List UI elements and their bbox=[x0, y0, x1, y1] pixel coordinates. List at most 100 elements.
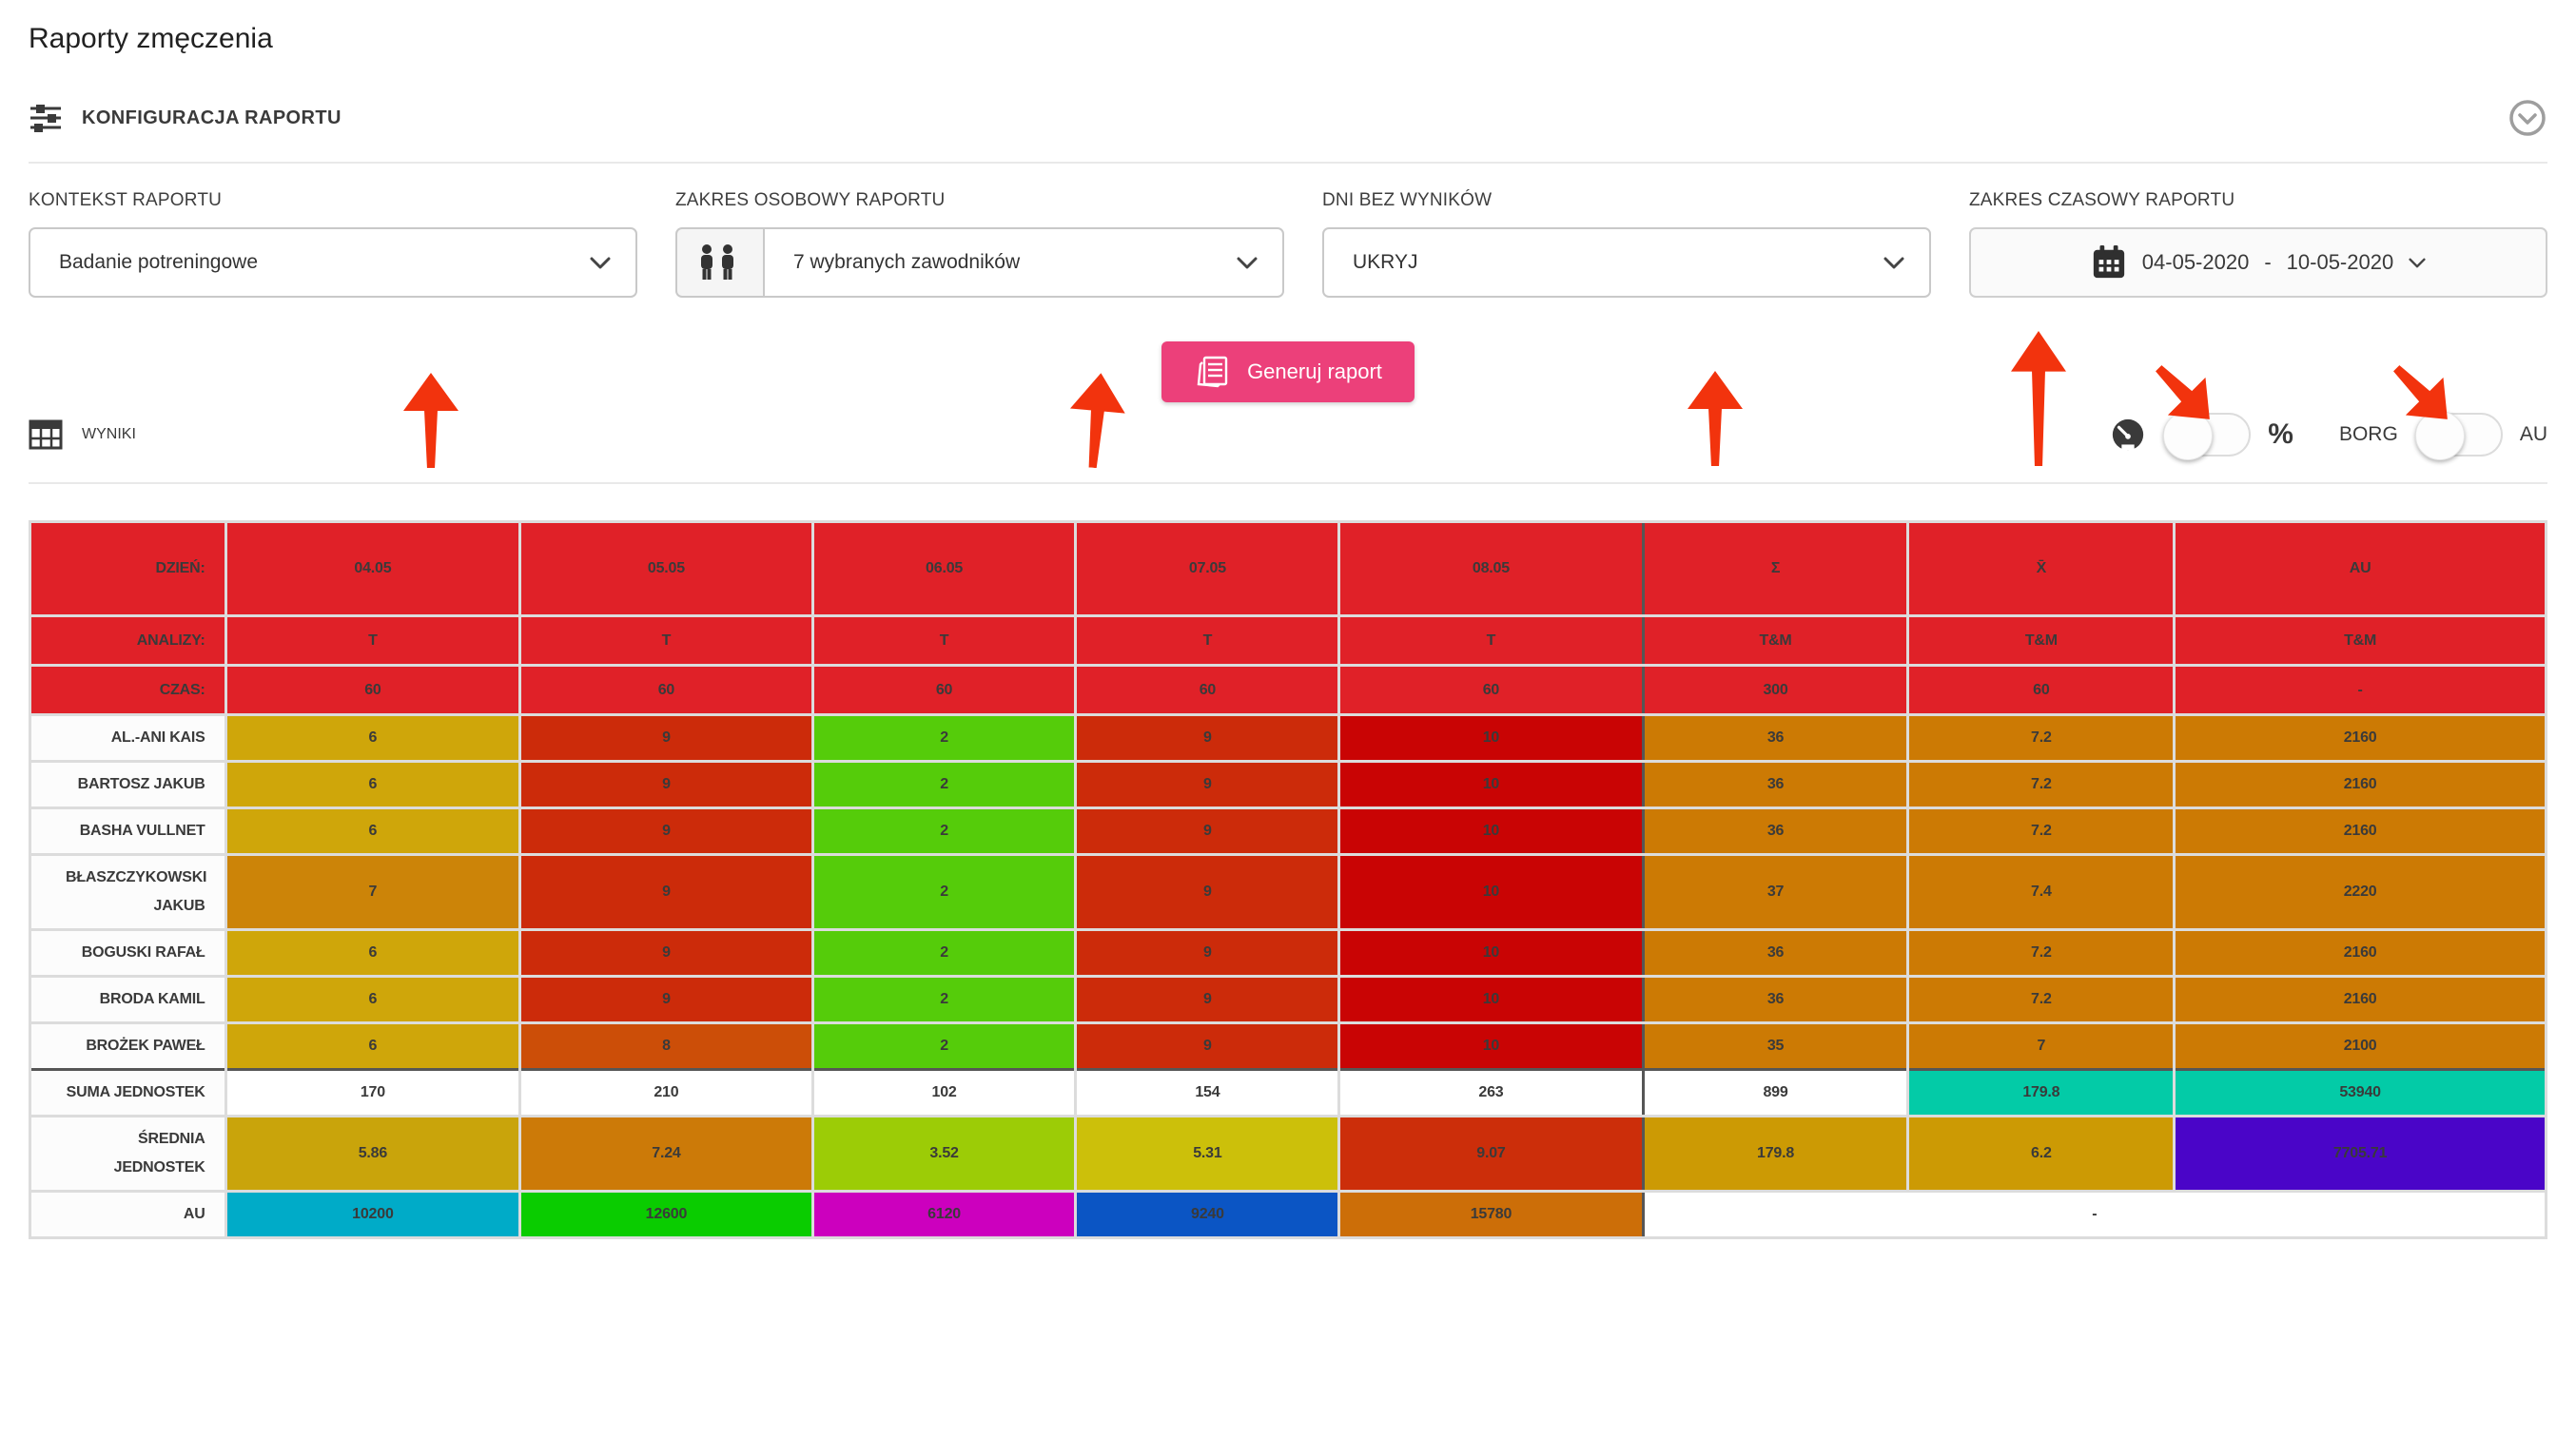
report-context-select[interactable]: Badanie potreningowe bbox=[29, 227, 637, 298]
value-cell: 2160 bbox=[2176, 978, 2545, 1021]
date-range-picker[interactable]: 04-05-2020 - 10-05-2020 bbox=[1969, 227, 2547, 298]
personal-scope-select[interactable]: 7 wybranych zawodników bbox=[763, 227, 1284, 298]
header-cell: 60 bbox=[521, 667, 811, 713]
value-cell: 6 bbox=[226, 809, 519, 853]
header-cell: T bbox=[1077, 617, 1338, 664]
summary-cell: 15780 bbox=[1340, 1193, 1642, 1236]
header-cell: T bbox=[813, 617, 1075, 664]
value-cell: 2160 bbox=[2176, 763, 2545, 806]
value-cell: 9 bbox=[521, 856, 811, 928]
header-cell: - bbox=[2176, 667, 2545, 713]
borg-au-toggle[interactable] bbox=[2414, 411, 2503, 460]
value-cell: 6 bbox=[226, 931, 519, 975]
header-cell: 04.05 bbox=[226, 523, 519, 614]
value-cell: 6 bbox=[226, 763, 519, 806]
value-cell: 10 bbox=[1340, 978, 1642, 1021]
header-cell: 07.05 bbox=[1077, 523, 1338, 614]
toggle-knob bbox=[2163, 411, 2214, 460]
value-cell: 6 bbox=[226, 1024, 519, 1068]
summary-cell: 154 bbox=[1077, 1071, 1338, 1115]
chevron-down-icon bbox=[2409, 258, 2426, 268]
value-cell: 9 bbox=[1077, 763, 1338, 806]
value-cell: 2100 bbox=[2176, 1024, 2545, 1068]
value-cell: 10 bbox=[1340, 856, 1642, 928]
player-name: BARTOSZ JAKUB bbox=[31, 763, 224, 806]
field-label: DNI BEZ WYNIKÓW bbox=[1322, 190, 1493, 210]
value-cell: 7.2 bbox=[1909, 716, 2174, 760]
value-cell: 2 bbox=[813, 978, 1075, 1021]
value-cell: 2 bbox=[813, 856, 1075, 928]
field-time-range: ZAKRES CZASOWY RAPORTU 04-05-2020 - 10-0… bbox=[1969, 190, 2547, 298]
value-cell: 7 bbox=[1909, 1024, 2174, 1068]
calendar-icon bbox=[2091, 244, 2127, 281]
player-name: AL.-ANI KAIS bbox=[31, 716, 224, 760]
config-section-title: KONFIGURACJA RAPORTU bbox=[82, 107, 342, 128]
chevron-down-icon bbox=[1237, 257, 1258, 269]
value-cell: 9 bbox=[1077, 856, 1338, 928]
header-row-dzien: DZIEŃ: 04.05 05.05 06.05 07.05 08.05 Σ X̄ AU bbox=[31, 523, 2545, 614]
value-cell: 9 bbox=[521, 716, 811, 760]
summary-label: ŚREDNIA JEDNOSTEK bbox=[31, 1117, 224, 1190]
summary-cell: 12600 bbox=[521, 1193, 811, 1236]
value-cell: 9 bbox=[1077, 716, 1338, 760]
player-name: BASHA VULLNET bbox=[31, 809, 224, 853]
toggle-knob bbox=[2414, 411, 2465, 460]
field-empty-days: DNI BEZ WYNIKÓW UKRYJ bbox=[1322, 190, 1931, 298]
value-cell: 36 bbox=[1644, 978, 1907, 1021]
au-label: AU bbox=[2519, 423, 2547, 445]
summary-cell: 9.07 bbox=[1340, 1117, 1642, 1190]
value-cell: 2 bbox=[813, 1024, 1075, 1068]
value-cell: 2160 bbox=[2176, 931, 2545, 975]
summary-cell: 263 bbox=[1340, 1071, 1642, 1115]
chevron-down-icon bbox=[1883, 257, 1904, 269]
value-cell: 36 bbox=[1644, 809, 1907, 853]
value-cell: 2 bbox=[813, 716, 1075, 760]
header-cell: 300 bbox=[1644, 667, 1907, 713]
value-cell: 36 bbox=[1644, 763, 1907, 806]
summary-cell: 53940 bbox=[2176, 1071, 2545, 1115]
selected-value: 7 wybranych zawodników bbox=[793, 251, 1021, 273]
value-cell: 10 bbox=[1340, 809, 1642, 853]
empty-days-select[interactable]: UKRYJ bbox=[1322, 227, 1931, 298]
value-cell: 7 bbox=[226, 856, 519, 928]
field-label: KONTEKST RAPORTU bbox=[29, 190, 223, 210]
summary-cell: 179.8 bbox=[1644, 1117, 1907, 1190]
color-scale-toggle[interactable] bbox=[2163, 411, 2252, 460]
summary-cell: - bbox=[1644, 1193, 2545, 1236]
header-cell: T bbox=[226, 617, 519, 664]
value-cell: 7.2 bbox=[1909, 809, 2174, 853]
summary-cell: 5.31 bbox=[1077, 1117, 1338, 1190]
date-to: 10-05-2020 bbox=[2286, 250, 2394, 274]
value-cell: 9 bbox=[1077, 978, 1338, 1021]
row-label: ANALIZY: bbox=[31, 617, 224, 664]
summary-cell: 102 bbox=[813, 1071, 1075, 1115]
player-row: BRODA KAMIL 6 9 2 9 10 36 7.2 2160 bbox=[31, 978, 2545, 1021]
header-cell: Σ bbox=[1644, 523, 1907, 614]
generate-report-button[interactable]: Generuj raport bbox=[1161, 341, 1415, 402]
summary-cell: 179.8 bbox=[1909, 1071, 2174, 1115]
summary-cell: 7705.71 bbox=[2176, 1117, 2545, 1190]
summary-label: AU bbox=[31, 1193, 224, 1236]
summary-cell: 210 bbox=[521, 1071, 811, 1115]
player-name: BROŻEK PAWEŁ bbox=[31, 1024, 224, 1068]
value-cell: 9 bbox=[1077, 1024, 1338, 1068]
header-cell: T&M bbox=[1909, 617, 2174, 664]
chevron-down-circle-icon[interactable] bbox=[2508, 98, 2547, 138]
results-table: DZIEŃ: 04.05 05.05 06.05 07.05 08.05 Σ X̄ AU ANAL… bbox=[29, 520, 2547, 1239]
summary-row-suma: SUMA JEDNOSTEK 170 210 102 154 263 899 179.8 539… bbox=[31, 1071, 2545, 1115]
value-cell: 10 bbox=[1340, 763, 1642, 806]
value-cell: 2220 bbox=[2176, 856, 2545, 928]
date-separator: - bbox=[2264, 250, 2272, 274]
value-cell: 35 bbox=[1644, 1024, 1907, 1068]
header-row-czas: CZAS: 60 60 60 60 60 300 60- bbox=[31, 667, 2545, 713]
divider bbox=[29, 162, 2547, 164]
people-icon bbox=[675, 227, 763, 298]
row-label: CZAS: bbox=[31, 667, 224, 713]
header-cell: AU bbox=[2176, 523, 2545, 614]
player-name: BOGUSKI RAFAŁ bbox=[31, 931, 224, 975]
generate-report-label: Generuj raport bbox=[1247, 360, 1382, 383]
summary-cell: 3.52 bbox=[813, 1117, 1075, 1190]
value-cell: 7.4 bbox=[1909, 856, 2174, 928]
chevron-down-icon bbox=[590, 257, 611, 269]
value-cell: 9 bbox=[1077, 809, 1338, 853]
